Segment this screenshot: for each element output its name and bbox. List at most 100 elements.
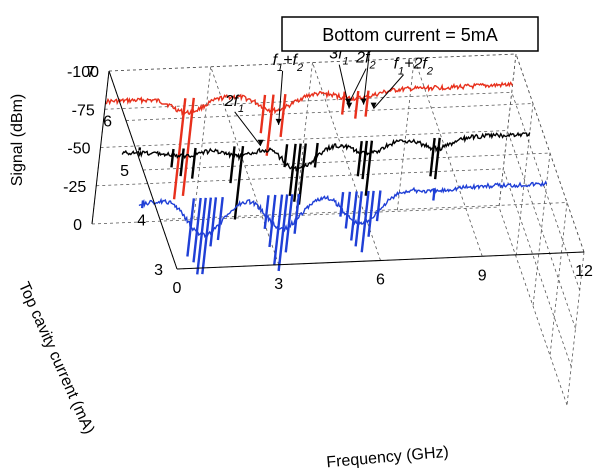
z-axis-label: Signal (dBm) xyxy=(9,94,26,186)
gridline-floor-freq xyxy=(413,58,483,257)
gridline-back-horizontal xyxy=(100,130,508,148)
peak-5mA-1.6GHz xyxy=(186,198,196,257)
gridline-side-vertical xyxy=(549,202,568,356)
peak-5mA-4.7GHz xyxy=(293,193,301,234)
gridline-floor-freq xyxy=(312,62,381,261)
peak-6mA-2.15GHz xyxy=(190,147,197,179)
peak-6mA-7.05GHz xyxy=(356,140,363,177)
gridline-back-horizontal xyxy=(91,206,500,225)
y-axis-label: Top cavity current (mA) xyxy=(15,280,97,437)
gridline-side-horizontal xyxy=(498,206,568,406)
peak-7mA-2.35GHz xyxy=(172,98,187,200)
annotation-arrowhead xyxy=(275,118,282,125)
peak-6mA-5.75GHz xyxy=(313,142,319,168)
x-axis-line xyxy=(176,251,585,270)
harmonic-label: f1+f2 xyxy=(273,52,304,74)
peak-7mA-5.3GHz xyxy=(279,93,287,138)
gridline-side-vertical xyxy=(515,103,534,257)
gridline-floor-current xyxy=(108,53,517,72)
peak-5mA-6.4GHz xyxy=(350,191,358,241)
z-axis-line xyxy=(91,70,110,225)
peak-6mA-3.3GHz xyxy=(229,146,236,184)
peak-5mA-1.8GHz xyxy=(192,197,202,263)
annotation-arrow xyxy=(338,64,350,109)
peak-7mA-4.7GHz xyxy=(259,94,267,134)
gridline-side-vertical xyxy=(498,53,517,208)
gridline-side-horizontal xyxy=(511,92,581,291)
gridline-floor-current xyxy=(159,202,568,220)
peak-6mA-1.5GHz xyxy=(170,148,175,168)
peak-5mA-2.45GHz xyxy=(216,196,224,241)
gridline-back-vertical xyxy=(396,58,415,212)
chart-title: Bottom current = 5mA xyxy=(322,25,498,45)
peak-5mA-6.2GHz xyxy=(344,191,352,229)
annotation-arrow xyxy=(234,111,262,147)
gridline-back-vertical xyxy=(193,66,212,220)
peak-5mA-6GHz xyxy=(339,191,345,217)
gridline-back-horizontal xyxy=(96,168,504,187)
title-box xyxy=(281,16,539,52)
gridline-floor-freq xyxy=(515,53,585,253)
gridline-floor-current xyxy=(125,103,534,121)
gridline-side-vertical xyxy=(566,251,585,406)
z-tick-label: 0 xyxy=(73,217,82,234)
peak-7mA-7.75GHz xyxy=(364,90,370,117)
peak-5mA-2.1GHz xyxy=(201,197,213,275)
gridline-side-horizontal xyxy=(507,130,576,329)
gridline-back-vertical xyxy=(295,62,313,216)
gridline-side-vertical xyxy=(532,152,551,307)
peak-7mA-2.6GHz xyxy=(181,97,195,196)
peak-7mA-4.95GHz xyxy=(265,94,275,156)
y-tick-label: 6 xyxy=(103,114,112,131)
peak-5mA-6.75GHz xyxy=(360,190,370,253)
peak-6mA-4.85GHz xyxy=(283,144,289,168)
peak-6mA-9.35GHz xyxy=(433,137,441,180)
peak-5mA-8.7GHz xyxy=(432,188,436,201)
harmonic-label: 2f2 xyxy=(355,50,375,72)
series-trace-7mA xyxy=(105,81,514,117)
peak-7mA-7.05GHz xyxy=(340,91,346,115)
annotation-arrowhead xyxy=(370,102,377,109)
peak-5mA-3.8GHz xyxy=(263,195,270,230)
z-tick-label: -75 xyxy=(72,102,95,119)
x-tick-label: 6 xyxy=(376,272,385,289)
peak-6mA-9.2GHz xyxy=(429,137,436,177)
harmonic-label: 2f1 xyxy=(224,93,244,115)
annotation-arrowhead xyxy=(346,102,353,109)
peak-5mA-7.1GHz xyxy=(375,190,382,222)
peak-5mA-6.55GHz xyxy=(354,191,363,247)
x-tick-label: 3 xyxy=(274,276,283,293)
trace-layer xyxy=(105,81,548,275)
annotation-arrow xyxy=(278,70,284,125)
peak-6mA-1.8GHz xyxy=(179,148,185,177)
z-tick-label: -50 xyxy=(67,141,90,158)
peak-5mA-4.5GHz xyxy=(284,194,294,253)
y-axis-line xyxy=(108,70,178,270)
annotation-arrowhead xyxy=(360,98,367,105)
peak-6mA-7.2GHz xyxy=(361,140,368,180)
peak-5mA-2.25GHz xyxy=(209,197,218,247)
x-tick-label: 12 xyxy=(575,263,593,280)
annotation-arrow xyxy=(373,74,404,109)
peak-6mA-5.25GHz xyxy=(293,143,302,202)
peak-5mA-4.35GHz xyxy=(277,194,289,272)
peak-5mA-4.2GHz xyxy=(273,194,284,266)
y-tick-label: 5 xyxy=(120,163,129,180)
series-trace-6mA xyxy=(121,131,531,172)
peak-5mA-6.9GHz xyxy=(367,190,375,237)
annotation-arrowhead xyxy=(257,139,264,146)
annotation-arrow xyxy=(363,50,371,105)
peak-5mA-4GHz xyxy=(268,194,277,248)
annotation-arrowhead xyxy=(345,98,352,105)
z-tick-label: -100 xyxy=(67,64,99,81)
z-tick-label: -25 xyxy=(63,179,86,196)
peak-5mA-0.1GHz xyxy=(140,200,145,209)
grid-layer xyxy=(91,53,585,406)
peak-6mA-5.1GHz xyxy=(288,143,297,197)
peak-5mA-1.95GHz xyxy=(196,197,207,275)
gridline-floor-current xyxy=(142,152,551,171)
x-axis-label: Frequency (GHz) xyxy=(326,444,450,470)
peak-6mA-7.35GHz xyxy=(364,140,374,196)
